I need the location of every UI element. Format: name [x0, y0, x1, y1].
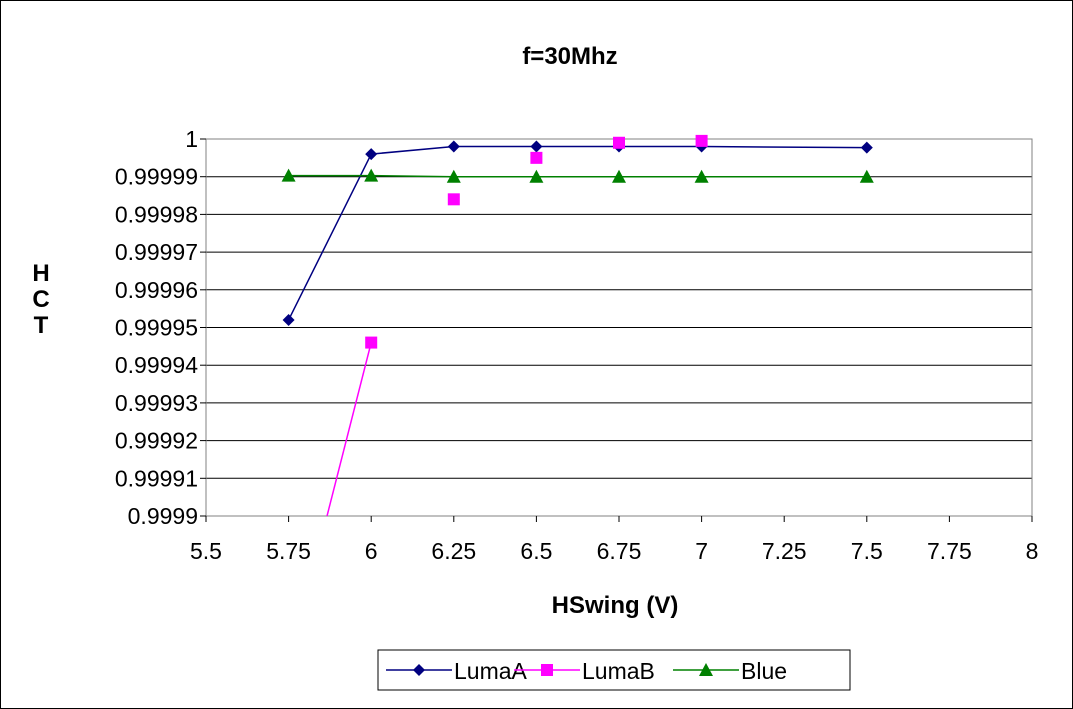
data-point: [695, 134, 708, 147]
y-tick-label: 0.9999: [128, 503, 198, 529]
legend-label: LumaA: [454, 658, 528, 684]
data-point: [364, 168, 379, 182]
data-point: [281, 168, 296, 182]
x-tick-label: 6.25: [431, 538, 476, 564]
legend-item: LumaA: [386, 658, 528, 684]
data-point: [529, 169, 544, 183]
y-tick-label: 0.99995: [115, 315, 198, 341]
data-point: [365, 148, 378, 161]
grid-lines: [206, 138, 1032, 517]
x-axis-ticks: 5.5 5.75 6 6.25 6.5 6.75 7 7.25 7.5 7.75 8: [190, 516, 1038, 564]
legend-marker: [413, 664, 425, 676]
x-tick-label: 6.75: [597, 538, 642, 564]
y-tick-label: 0.99994: [115, 352, 198, 378]
legend-marker: [541, 664, 553, 676]
data-point: [612, 169, 626, 183]
data-point: [613, 136, 625, 149]
series-LumaB: [326, 134, 708, 516]
series-LumaA: [282, 140, 873, 326]
x-tick-label: 5.75: [266, 538, 311, 564]
x-tick-label: 7.75: [927, 538, 972, 564]
x-tick-label: 7: [695, 538, 708, 564]
legend-box: [377, 649, 851, 691]
y-axis-ticks: 0.9999 0.99991 0.99992 0.99993 0.99994 0.9999…: [115, 126, 206, 529]
y-tick-label: 0.99998: [115, 201, 198, 227]
y-tick-label: 0.99997: [115, 239, 198, 265]
y-tick-label: 1: [185, 126, 198, 152]
y-tick-label: 0.99996: [115, 277, 198, 303]
legend-marker: [699, 663, 713, 676]
data-point: [447, 140, 460, 153]
series-layer: [281, 134, 874, 516]
series-Blue: [281, 168, 874, 183]
series-line: [287, 145, 867, 321]
data-point: [859, 169, 874, 183]
x-tick-label: 6: [365, 538, 378, 564]
data-point: [694, 169, 709, 183]
y-tick-label: 0.99999: [115, 164, 198, 190]
data-point: [446, 169, 461, 183]
legend-label: LumaB: [582, 658, 655, 684]
x-tick-label: 6.5: [520, 538, 552, 564]
data-point: [447, 193, 460, 206]
x-tick-label: 7.5: [851, 538, 883, 564]
series-line: [326, 342, 372, 516]
x-tick-label: 8: [1026, 538, 1039, 564]
data-point: [282, 313, 295, 326]
legend: LumaA LumaB Blue: [377, 649, 851, 691]
x-tick-label: 7.25: [762, 538, 807, 564]
data-point: [860, 141, 873, 154]
data-point: [530, 151, 543, 164]
y-tick-label: 0.99992: [115, 428, 198, 454]
data-point: [365, 336, 378, 349]
x-tick-label: 5.5: [190, 538, 222, 564]
chart-title: f=30Mhz: [522, 43, 617, 70]
y-tick-label: 0.99993: [115, 390, 198, 416]
legend-item: LumaB: [514, 658, 655, 684]
legend-label: Blue: [741, 658, 787, 684]
data-point: [530, 140, 543, 153]
x-axis-title: HSwing (V): [552, 592, 679, 619]
legend-item: Blue: [673, 658, 787, 684]
y-tick-label: 0.99991: [115, 465, 198, 491]
